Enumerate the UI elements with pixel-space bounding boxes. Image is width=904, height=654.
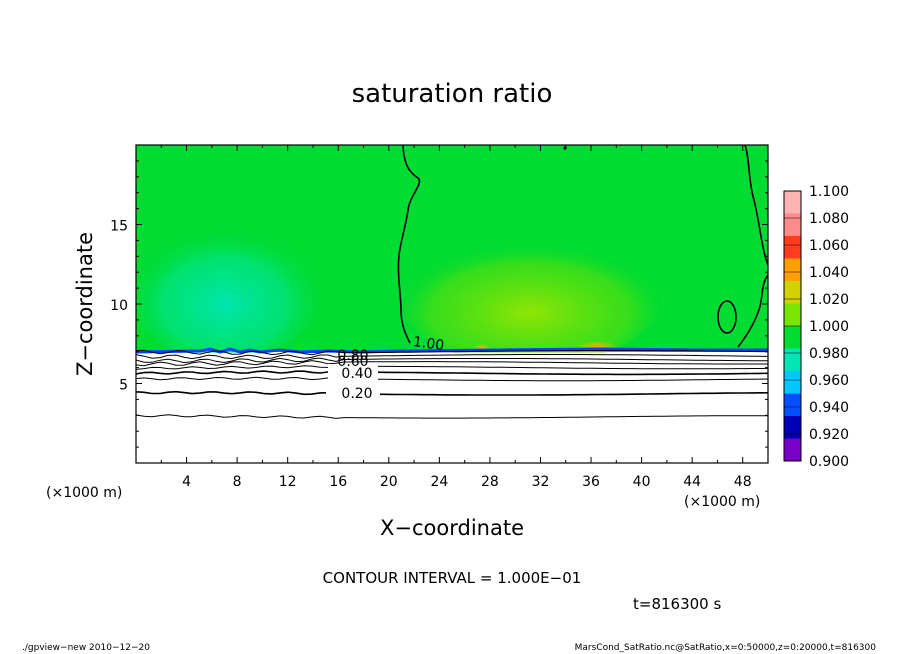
x-axis-title: X−coordinate [380,516,524,540]
contour-line [136,390,768,396]
colorbar-label: 0.960 [809,373,849,389]
x-tick-label: 36 [582,474,600,490]
colorbar-swatch [784,348,801,372]
footer-right: MarsCond_SatRatio.nc@SatRatio,x=0:50000,… [575,643,877,653]
contour-label-060: 0.60 [337,354,368,370]
y-axis-title: Z−coordinate [73,232,97,376]
x-tick-label: 20 [380,474,398,490]
colorbar-label: 1.100 [809,184,849,200]
colorbar-swatch [784,438,801,462]
peak-saturation-patch-2 [474,344,490,350]
colorbar: 0.900 0.920 0.940 0.960 0.980 1.000 1.020 1.040… [783,184,849,470]
contour-label-040: 0.40 [341,366,372,382]
x-axis-unit-right: (×1000 m) [684,494,760,510]
colorbar-swatch [784,303,801,327]
contour-line [136,370,768,376]
x-tick-label: 4 [182,474,191,490]
colorbar-swatch [784,191,801,214]
x-axis: 4 8 12 16 20 24 28 32 36 40 44 48 [160,145,752,490]
contour-line [136,357,768,364]
x-tick-label: 44 [683,474,701,490]
y-tick-label: 10 [110,298,128,314]
y-axis: 5 10 15 [110,160,768,448]
x-tick-label: 16 [329,474,347,490]
y-tick-label: 5 [119,378,128,394]
x-tick-label: 28 [481,474,499,490]
colorbar-swatch [784,258,801,282]
colorbar-label: 0.980 [809,346,849,362]
footer-left: ./gpview−new 2010−12−20 [22,643,150,653]
colorbar-swatch [784,393,801,417]
colorbar-label: 0.940 [809,400,849,416]
colorbar-label: 1.080 [809,211,849,227]
high-saturation-patch [400,235,660,365]
contour-1-00-topright [744,145,768,266]
contour-line [136,349,768,356]
colorbar-swatch [784,326,801,349]
x-tick-label: 8 [233,474,242,490]
contour-line [136,365,768,370]
contour-label-020: 0.20 [341,386,372,402]
contour-1-00-middle [397,145,421,344]
colorbar-swatch [784,416,801,439]
low-saturation-patch [136,220,320,360]
chart-title: saturation ratio [352,79,553,109]
colorbar-label: 0.920 [809,427,849,443]
colorbar-label: 1.020 [809,292,849,308]
colorbar-label: 1.040 [809,265,849,281]
lower-field [136,353,768,463]
contour-line [136,376,768,382]
contour-label-080: 0.80 [337,348,368,364]
contour-1-00-right [737,274,768,348]
x-tick-label: 32 [532,474,550,490]
contour-line [136,414,768,419]
x-tick-label: 24 [430,474,448,490]
contour-1-00-loop [717,300,737,334]
colorbar-label: 1.000 [809,319,849,335]
x-tick-label: 12 [279,474,297,490]
contour-line [136,354,768,360]
x-tick-label: 48 [734,474,752,490]
contour-line [136,360,768,367]
contour-interval-text: CONTOUR INTERVAL = 1.000E−01 [323,569,582,587]
colorbar-swatch [784,281,801,304]
x-axis-unit-left: (×1000 m) [46,485,122,501]
colorbar-label: 1.060 [809,238,849,254]
colorbar-swatch [784,236,801,259]
y-tick-label: 15 [110,219,128,235]
lower-contours [136,349,768,419]
x-tick-label: 40 [633,474,651,490]
colorbar-label: 0.900 [809,454,849,470]
colorbar-swatch [784,213,801,237]
contour-label-100: 1.00 [412,334,445,354]
colorbar-swatch [784,371,801,394]
contour-labels: 0.20 0.40 0.60 0.80 1.00 [326,334,445,402]
plot-area [136,145,768,463]
time-stamp: t=816300 s [633,595,721,613]
